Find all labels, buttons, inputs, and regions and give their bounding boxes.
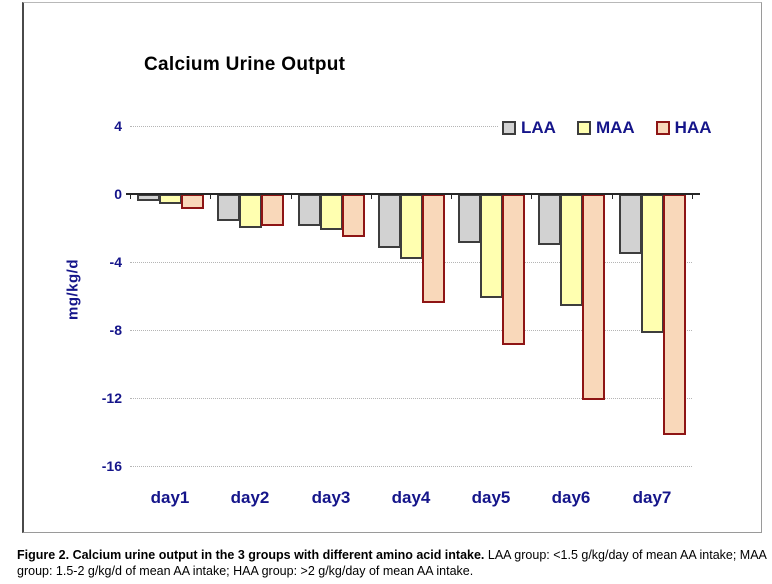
gridline--4 xyxy=(130,262,692,263)
gridline-4 xyxy=(130,126,692,127)
bar-day4-LAA xyxy=(378,194,401,248)
x-axis-label-day1: day1 xyxy=(150,488,190,507)
x-axis-tick xyxy=(451,195,452,199)
x-axis-label-day6: day6 xyxy=(551,488,591,507)
gridline--16 xyxy=(130,466,692,467)
x-axis-tick xyxy=(210,195,211,199)
bar-day1-LAA xyxy=(137,194,160,201)
bar-day4-MAA xyxy=(400,194,423,259)
bar-day7-LAA xyxy=(619,194,642,254)
y-tick-label--4: -4 xyxy=(109,254,122,270)
bar-day7-MAA xyxy=(641,194,664,333)
bar-day6-HAA xyxy=(582,194,605,400)
chart-legend: LAA MAA HAA xyxy=(498,117,716,139)
x-axis-tick xyxy=(371,195,372,199)
gridline--8 xyxy=(130,330,692,331)
x-axis-line xyxy=(126,193,700,195)
legend-label-maa: MAA xyxy=(595,118,635,137)
figure-caption: Figure 2. Calcium urine output in the 3 … xyxy=(17,548,769,579)
bar-day7-HAA xyxy=(663,194,686,435)
plot-area: 4 0 -4 -8 -12 -16 day1 day2 day3 day4 day5 day6 day7 xyxy=(101,118,700,507)
y-tick-label-4: 4 xyxy=(114,118,122,134)
bar-day2-MAA xyxy=(239,194,262,228)
bar-day2-HAA xyxy=(261,194,284,226)
bar-day3-HAA xyxy=(342,194,365,237)
x-axis-tick xyxy=(692,195,693,199)
legend-swatch-icon xyxy=(655,121,670,135)
bar-day5-MAA xyxy=(480,194,503,298)
bar-day6-LAA xyxy=(538,194,561,245)
legend-item-haa: HAA xyxy=(655,118,712,138)
bar-day6-MAA xyxy=(560,194,583,306)
legend-swatch-icon xyxy=(576,121,591,135)
x-axis-label-day2: day2 xyxy=(230,488,270,507)
legend-swatch-icon xyxy=(502,121,516,135)
legend-label-laa: LAA xyxy=(521,118,556,137)
y-tick-label--8: -8 xyxy=(109,322,122,338)
bar-day1-HAA xyxy=(181,194,204,209)
x-axis-label-day4: day4 xyxy=(391,488,431,507)
bar-day3-LAA xyxy=(298,194,321,226)
legend-item-maa: MAA xyxy=(576,118,635,138)
y-tick-label-0: 0 xyxy=(114,186,122,202)
y-axis-label: mg/kg/d xyxy=(64,259,82,321)
chart-frame xyxy=(22,2,762,533)
legend-label-haa: HAA xyxy=(674,118,712,137)
y-tick-label--12: -12 xyxy=(101,390,122,406)
x-axis-tick xyxy=(291,195,292,199)
bar-day5-LAA xyxy=(458,194,481,243)
gridline--12 xyxy=(130,398,692,399)
bar-day1-MAA xyxy=(159,194,182,204)
x-axis-label-day5: day5 xyxy=(471,488,511,507)
figure-caption-bold: Figure 2. Calcium urine output in the 3 … xyxy=(17,548,485,562)
bar-day2-LAA xyxy=(217,194,240,221)
x-axis-tick xyxy=(612,195,613,199)
x-axis-label-day7: day7 xyxy=(632,488,672,507)
bar-day4-HAA xyxy=(422,194,445,303)
x-axis-label-day3: day3 xyxy=(311,488,351,507)
x-axis-tick xyxy=(130,195,131,199)
figure-caption-normal: LAA group: <1.5 g/kg/day of mean AA inta… xyxy=(17,548,767,578)
chart-title: Calcium Urine Output xyxy=(144,54,346,75)
x-axis-tick xyxy=(531,195,532,199)
bar-day3-MAA xyxy=(320,194,343,230)
legend-item-laa: LAA xyxy=(502,118,556,138)
bar-day5-HAA xyxy=(502,194,525,345)
y-tick-label--16: -16 xyxy=(101,458,122,474)
